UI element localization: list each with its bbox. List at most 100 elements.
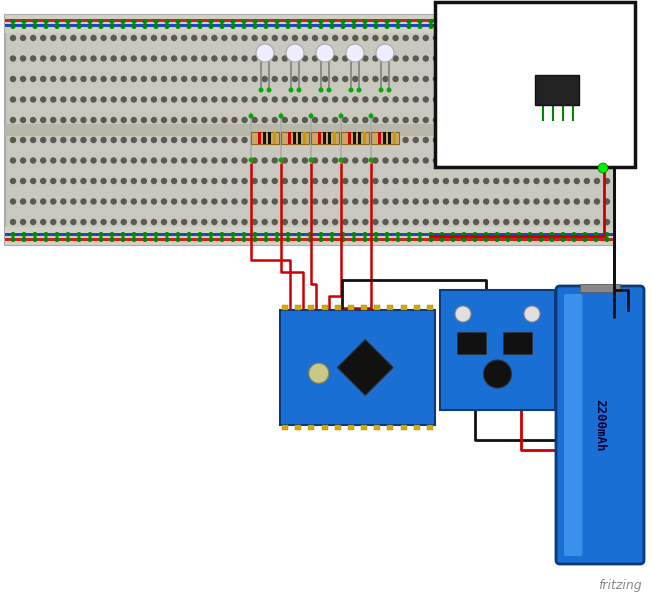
Circle shape xyxy=(171,55,177,62)
Circle shape xyxy=(220,237,224,242)
Circle shape xyxy=(352,137,359,143)
Bar xyxy=(321,305,327,310)
Circle shape xyxy=(151,157,157,164)
Circle shape xyxy=(231,35,238,41)
Circle shape xyxy=(256,44,274,62)
Circle shape xyxy=(211,76,218,82)
Circle shape xyxy=(91,117,96,123)
Circle shape xyxy=(282,96,288,103)
Circle shape xyxy=(533,117,540,123)
Circle shape xyxy=(50,96,57,103)
Circle shape xyxy=(524,306,540,322)
Circle shape xyxy=(161,55,167,62)
Circle shape xyxy=(513,157,520,164)
Circle shape xyxy=(291,96,298,103)
Circle shape xyxy=(422,55,429,62)
Circle shape xyxy=(33,24,38,29)
Circle shape xyxy=(463,55,469,62)
Circle shape xyxy=(181,55,187,62)
Circle shape xyxy=(261,178,268,184)
Circle shape xyxy=(473,219,479,225)
Circle shape xyxy=(286,24,291,29)
Circle shape xyxy=(191,76,198,82)
Circle shape xyxy=(462,237,466,242)
Circle shape xyxy=(272,96,278,103)
Circle shape xyxy=(171,76,177,82)
Circle shape xyxy=(332,96,338,103)
Circle shape xyxy=(346,44,364,62)
Circle shape xyxy=(286,237,291,242)
Bar xyxy=(5,24,615,27)
Circle shape xyxy=(524,35,529,41)
Bar xyxy=(535,75,579,105)
Circle shape xyxy=(308,237,312,242)
Circle shape xyxy=(286,44,304,62)
Bar xyxy=(273,132,276,144)
Bar xyxy=(280,310,435,425)
Circle shape xyxy=(604,117,610,123)
Circle shape xyxy=(340,237,346,242)
Circle shape xyxy=(382,117,389,123)
Circle shape xyxy=(516,19,522,24)
Circle shape xyxy=(563,219,570,225)
Bar xyxy=(414,425,420,430)
Circle shape xyxy=(175,237,181,242)
Circle shape xyxy=(503,157,509,164)
Circle shape xyxy=(220,24,224,29)
Circle shape xyxy=(231,178,238,184)
Circle shape xyxy=(211,55,218,62)
Circle shape xyxy=(30,157,37,164)
Circle shape xyxy=(10,157,16,164)
Circle shape xyxy=(80,137,87,143)
Bar xyxy=(387,305,393,310)
Circle shape xyxy=(110,137,117,143)
Circle shape xyxy=(10,24,16,29)
Circle shape xyxy=(151,117,157,123)
Circle shape xyxy=(141,55,147,62)
Circle shape xyxy=(533,137,540,143)
Circle shape xyxy=(291,35,298,41)
Circle shape xyxy=(483,55,490,62)
Circle shape xyxy=(393,137,399,143)
Circle shape xyxy=(493,178,499,184)
Circle shape xyxy=(151,178,157,184)
Circle shape xyxy=(186,19,192,24)
Circle shape xyxy=(161,96,167,103)
Circle shape xyxy=(100,198,107,205)
Circle shape xyxy=(524,117,529,123)
Circle shape xyxy=(604,237,610,242)
Circle shape xyxy=(55,232,59,237)
Circle shape xyxy=(110,35,117,41)
Circle shape xyxy=(171,198,177,205)
Circle shape xyxy=(582,19,587,24)
Bar xyxy=(503,332,532,353)
Circle shape xyxy=(598,163,608,173)
Bar xyxy=(371,132,399,144)
Bar xyxy=(348,132,351,144)
Bar xyxy=(388,132,391,144)
Circle shape xyxy=(332,137,338,143)
Circle shape xyxy=(422,178,429,184)
Circle shape xyxy=(10,35,16,41)
Circle shape xyxy=(503,178,509,184)
Circle shape xyxy=(604,137,610,143)
Circle shape xyxy=(493,198,499,205)
Circle shape xyxy=(70,117,76,123)
Circle shape xyxy=(241,96,248,103)
Circle shape xyxy=(503,55,509,62)
Circle shape xyxy=(221,178,228,184)
Circle shape xyxy=(513,198,520,205)
Bar xyxy=(374,305,380,310)
Circle shape xyxy=(267,88,271,92)
Circle shape xyxy=(40,117,46,123)
Circle shape xyxy=(363,232,368,237)
Circle shape xyxy=(362,35,368,41)
Circle shape xyxy=(473,96,479,103)
Circle shape xyxy=(181,35,187,41)
Circle shape xyxy=(382,96,389,103)
Circle shape xyxy=(351,232,357,237)
Circle shape xyxy=(198,24,203,29)
Circle shape xyxy=(161,198,167,205)
Circle shape xyxy=(40,157,46,164)
Circle shape xyxy=(362,198,368,205)
